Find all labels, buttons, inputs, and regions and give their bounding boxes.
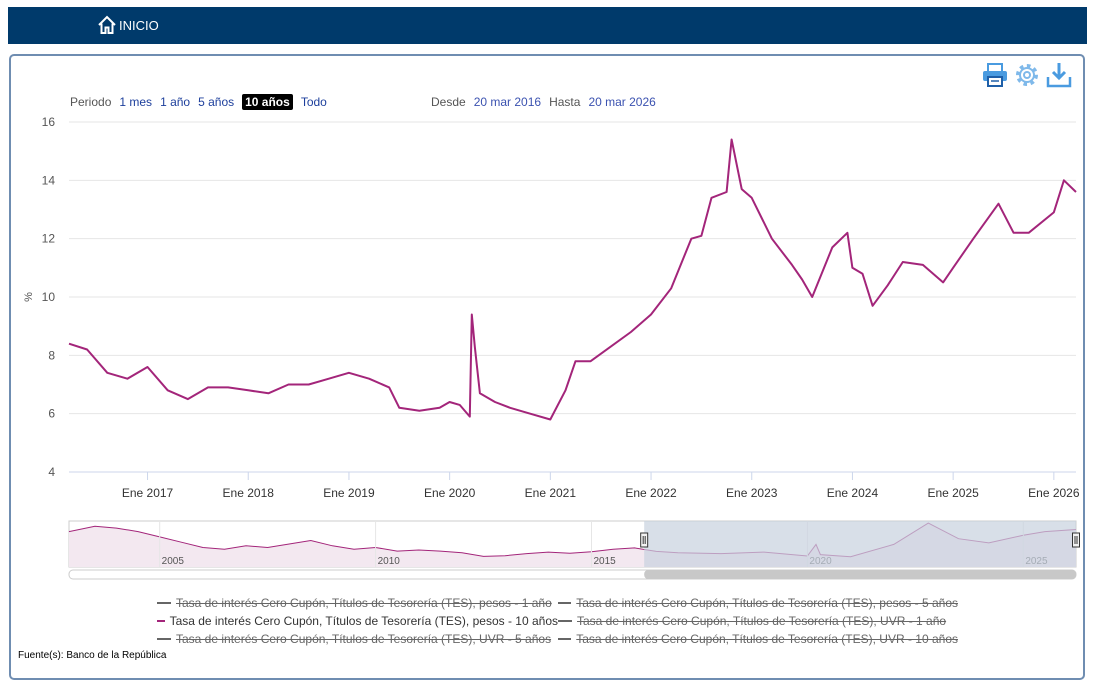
- chart-toolbar: [981, 61, 1073, 89]
- y-tick-label: 16: [42, 115, 56, 129]
- y-tick-label: 8: [48, 348, 55, 362]
- y-axis-title: %: [23, 292, 35, 302]
- x-tick-label: Ene 2020: [424, 486, 476, 500]
- x-tick-label: Ene 2025: [927, 486, 979, 500]
- navigator-handle-left[interactable]: [640, 532, 649, 548]
- period-label: Periodo: [70, 95, 112, 109]
- period-1-year[interactable]: 1 año: [160, 95, 191, 109]
- to-date-input[interactable]: 20 mar 2026: [588, 95, 656, 109]
- x-tick-label: Ene 2026: [1028, 486, 1080, 500]
- x-tick-label: Ene 2019: [323, 486, 375, 500]
- download-icon[interactable]: [1045, 61, 1073, 89]
- legend-label: Tasa de interés Cero Cupón, Títulos de T…: [576, 596, 958, 610]
- y-tick-label: 12: [42, 232, 56, 246]
- x-tick-label: Ene 2018: [223, 486, 275, 500]
- navigator-scrollbar-thumb[interactable]: [644, 570, 1076, 579]
- legend-swatch: [157, 602, 171, 604]
- period-all[interactable]: Todo: [300, 95, 327, 109]
- navigator-tick-label: 2015: [594, 556, 617, 567]
- series-line-pesos-10-years: [68, 138, 1077, 421]
- legend-label: Tasa de interés Cero Cupón, Títulos de T…: [577, 614, 947, 628]
- legend-item-pesos-10-years[interactable]: Tasa de interés Cero Cupón, Títulos de T…: [157, 614, 558, 628]
- navigator-selection: [644, 521, 1076, 567]
- legend-label: Tasa de interés Cero Cupón, Títulos de T…: [576, 632, 958, 646]
- period-5-years[interactable]: 5 años: [198, 95, 235, 109]
- top-navigation-bar: INICIO: [8, 7, 1087, 44]
- legend-label: Tasa de interés Cero Cupón, Títulos de T…: [169, 614, 558, 628]
- print-icon[interactable]: [981, 61, 1009, 89]
- x-tick-label: Ene 2017: [122, 486, 174, 500]
- legend-item-uvr-1-year[interactable]: Tasa de interés Cero Cupón, Títulos de T…: [558, 614, 958, 628]
- legend-swatch: [558, 638, 572, 640]
- navigator-tick-label: 2005: [162, 556, 185, 567]
- from-label: Desde: [431, 95, 466, 109]
- legend-item-uvr-10-years[interactable]: Tasa de interés Cero Cupón, Títulos de T…: [558, 632, 958, 646]
- home-icon: [98, 15, 116, 34]
- y-tick-label: 14: [42, 173, 56, 187]
- legend-item-pesos-1-year[interactable]: Tasa de interés Cero Cupón, Títulos de T…: [157, 596, 558, 610]
- legend-swatch: [157, 620, 165, 622]
- legend-label: Tasa de interés Cero Cupón, Títulos de T…: [176, 632, 552, 646]
- navigator-handle-right[interactable]: [1072, 532, 1080, 548]
- legend-swatch: [558, 602, 572, 604]
- navigator-tick-label: 2010: [378, 556, 401, 567]
- legend-swatch: [558, 620, 572, 622]
- x-tick-label: Ene 2021: [525, 486, 577, 500]
- x-tick-label: Ene 2023: [726, 486, 778, 500]
- y-tick-label: 4: [48, 465, 55, 479]
- gear-icon[interactable]: [1013, 61, 1041, 89]
- period-1-month[interactable]: 1 mes: [119, 95, 153, 109]
- legend: Tasa de interés Cero Cupón, Títulos de T…: [157, 596, 977, 646]
- to-label: Hasta: [549, 95, 581, 109]
- x-tick-label: Ene 2022: [625, 486, 677, 500]
- home-link[interactable]: INICIO: [97, 15, 159, 35]
- from-date-input[interactable]: 20 mar 2016: [473, 95, 542, 109]
- legend-swatch: [157, 638, 171, 640]
- period-10-years[interactable]: 10 años: [242, 94, 293, 110]
- x-tick-label: Ene 2024: [827, 486, 879, 500]
- legend-item-uvr-5-years[interactable]: Tasa de interés Cero Cupón, Títulos de T…: [157, 632, 558, 646]
- date-range: Desde 20 mar 2016 Hasta 20 mar 2026: [431, 95, 656, 109]
- home-label: INICIO: [119, 17, 159, 33]
- source-note: Fuente(s): Banco de la República: [18, 650, 167, 661]
- y-tick-label: 6: [48, 407, 55, 421]
- period-selector: Periodo 1 mes 1 año 5 años 10 años Todo: [70, 94, 327, 110]
- legend-label: Tasa de interés Cero Cupón, Títulos de T…: [176, 596, 552, 610]
- y-tick-label: 10: [42, 290, 56, 304]
- legend-item-pesos-5-years[interactable]: Tasa de interés Cero Cupón, Títulos de T…: [558, 596, 958, 610]
